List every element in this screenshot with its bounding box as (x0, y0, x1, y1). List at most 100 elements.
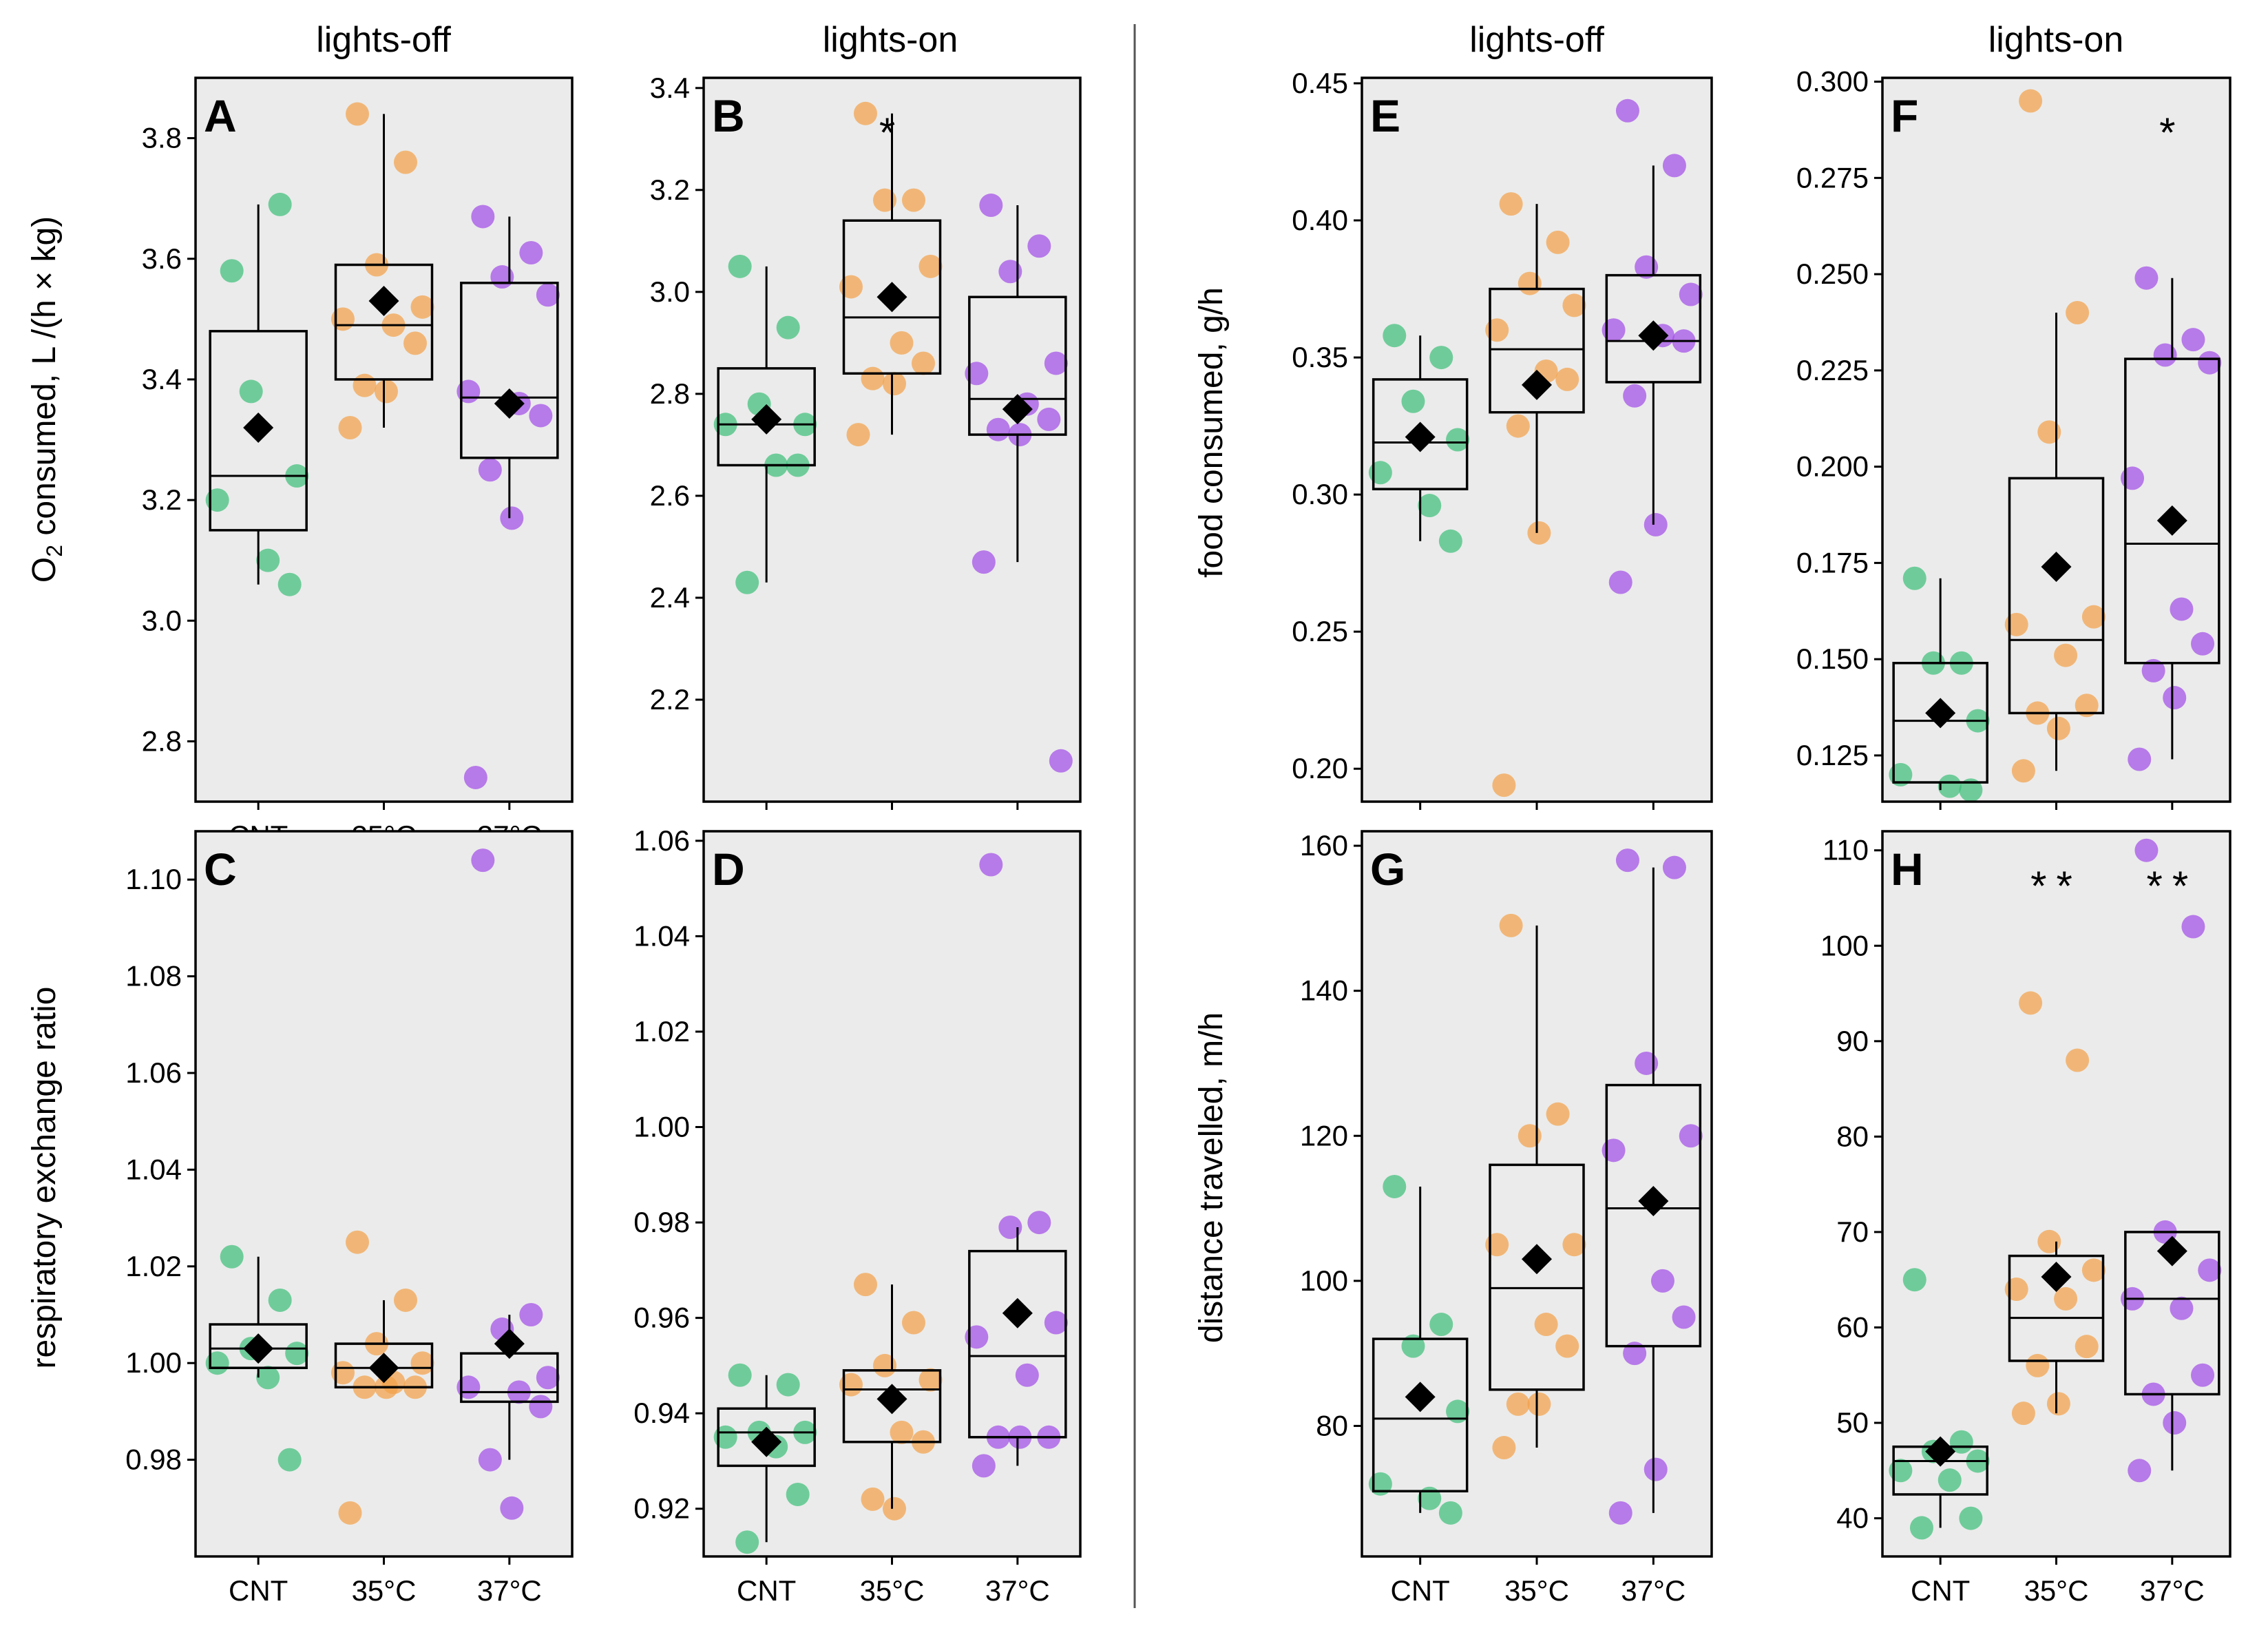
data-point (536, 1366, 560, 1390)
data-point (1506, 414, 1530, 438)
group-37c (965, 853, 1068, 1478)
mean-marker (494, 1328, 525, 1359)
data-point (268, 1288, 292, 1312)
data-point (1027, 234, 1051, 258)
data-point (1044, 351, 1068, 375)
data-point (1383, 324, 1407, 348)
box (1489, 1163, 1585, 1391)
panel-frame (194, 76, 574, 803)
panel-letter: G (1370, 844, 1405, 895)
data-point (1518, 1124, 1542, 1148)
data-point (1909, 1516, 1933, 1540)
data-point (1518, 271, 1542, 295)
data-point (1635, 1051, 1659, 1075)
group-35c (331, 102, 434, 439)
data-point (478, 458, 502, 482)
data-point (2026, 1353, 2050, 1377)
data-point (2011, 759, 2035, 783)
y-tick-label: 0.98 (633, 1206, 690, 1238)
data-point (2163, 1411, 2187, 1435)
data-point (346, 1230, 369, 1254)
data-point (1672, 1305, 1696, 1329)
data-point (854, 101, 877, 125)
data-point (471, 205, 495, 229)
panel-f: 0.125 0.150 0.175 0.200 0.225 0.250 0.275 0.300… (1796, 65, 2232, 810)
y-tick-label: 0.250 (1796, 258, 1869, 290)
group-37c (456, 848, 560, 1520)
x-tick-label: 35°C (352, 1574, 417, 1607)
y-tick-label: 0.225 (1796, 354, 1869, 386)
data-point (854, 1273, 877, 1297)
box (1372, 1337, 1469, 1492)
significance-annotation: ** (2146, 863, 2198, 909)
group-cnt (1368, 324, 1470, 553)
y-tick-label: 0.35 (1292, 341, 1348, 373)
data-point (277, 572, 302, 596)
y-tick-label: 140 (1300, 974, 1348, 1007)
data-point (2170, 1296, 2194, 1320)
x-tick-label: CNT (229, 1574, 288, 1607)
data-point (1527, 521, 1551, 545)
y-tick-label: 3.0 (650, 275, 690, 308)
box (968, 295, 1067, 436)
data-point (902, 188, 925, 212)
data-point (2019, 89, 2043, 113)
data-point (375, 379, 398, 404)
y-tick-label: 50 (1836, 1406, 1869, 1439)
data-point (1555, 1334, 1579, 1358)
mean-marker (1522, 369, 1552, 400)
group-35c (331, 1230, 434, 1525)
group-cnt (1889, 566, 1990, 802)
data-point (979, 194, 1003, 218)
y-tick-label: 160 (1300, 829, 1348, 862)
data-point (2081, 605, 2106, 629)
data-point (890, 1420, 914, 1444)
data-point (776, 315, 800, 340)
y-tick-label: 3.2 (650, 174, 690, 206)
box (334, 263, 434, 381)
group-37c: * (2121, 110, 2222, 771)
data-point (1546, 1102, 1570, 1126)
data-point (1499, 192, 1523, 216)
box (334, 1342, 434, 1389)
y-tick-label: 100 (1820, 929, 1869, 961)
data-point (1662, 855, 1686, 879)
data-point (979, 853, 1003, 877)
mean-marker (494, 388, 525, 419)
data-point (478, 1448, 502, 1472)
data-point (2075, 1335, 2099, 1359)
data-point (1037, 407, 1061, 431)
data-point (1446, 428, 1470, 452)
group-35c (1485, 913, 1586, 1460)
panel-h: 40 50 60 70 80 90 100 110 CNT 35°C 37°C ** ** H (1820, 830, 2232, 1607)
panel-frame (702, 830, 1082, 1558)
y-tick-label: 0.45 (1292, 67, 1348, 99)
data-point (1555, 367, 1579, 391)
box (968, 1249, 1067, 1439)
data-point (918, 254, 943, 278)
panel-letter: E (1370, 90, 1400, 141)
data-point (918, 1368, 943, 1392)
data-point (2191, 632, 2215, 656)
mean-marker (2156, 505, 2187, 536)
box (2124, 357, 2220, 665)
box (1892, 661, 1988, 784)
data-point (861, 1487, 885, 1511)
data-point (1049, 749, 1073, 773)
data-point (2141, 658, 2165, 682)
y-tick-label: 0.200 (1796, 450, 1869, 483)
data-point (998, 260, 1022, 284)
data-point (1401, 1334, 1425, 1358)
mean-marker (1002, 1297, 1033, 1328)
data-point (735, 1530, 759, 1554)
y-tick-label: 0.125 (1796, 739, 1869, 771)
data-point (1562, 1233, 1586, 1257)
mean-marker (2041, 1262, 2072, 1293)
data-point (1959, 778, 1983, 802)
y-tick-label: 80 (1316, 1409, 1348, 1441)
data-point (735, 570, 759, 594)
mean-marker (1638, 320, 1669, 351)
y-tick-label: 0.175 (1796, 546, 1869, 579)
data-point (883, 372, 906, 396)
box (717, 1407, 816, 1468)
